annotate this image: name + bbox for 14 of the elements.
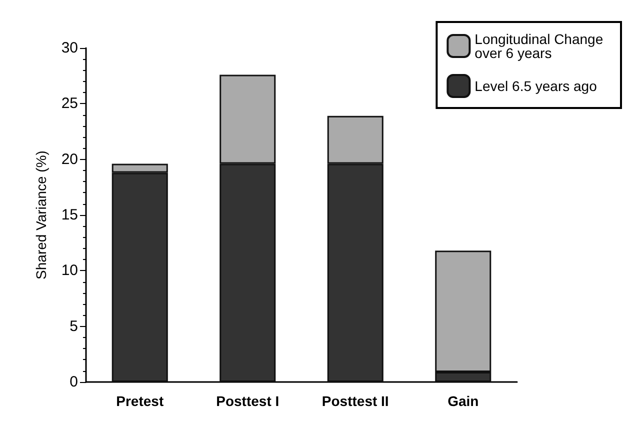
y-tick-label: 30 bbox=[61, 40, 78, 56]
x-tick-label: Pretest bbox=[116, 393, 164, 409]
y-tick-label: 10 bbox=[61, 262, 78, 280]
x-tick-label: Gain bbox=[448, 393, 479, 409]
y-tick-label: 25 bbox=[61, 95, 78, 112]
y-tick-label: 0 bbox=[70, 374, 78, 390]
y-tick-label: 20 bbox=[61, 150, 78, 168]
y-tick-label: 15 bbox=[61, 206, 78, 224]
legend-label: Level 6.5 years ago bbox=[474, 78, 598, 94]
legend-label: Longitudinal Change over 6 years bbox=[474, 31, 608, 61]
x-tick-label: Posttest II bbox=[322, 393, 389, 409]
y-axis-title: Shared Variance (%) bbox=[33, 150, 49, 280]
y-tick-label: 5 bbox=[70, 318, 78, 335]
x-tick-label: Posttest I bbox=[216, 393, 280, 409]
